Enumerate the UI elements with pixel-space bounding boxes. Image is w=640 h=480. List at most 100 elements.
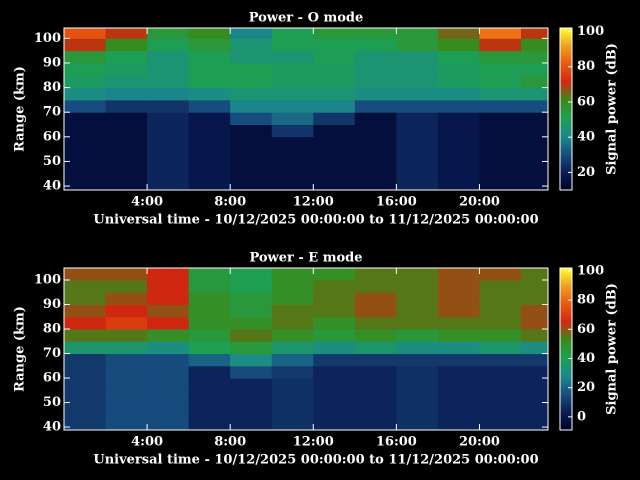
heat-cell bbox=[230, 50, 273, 64]
heat-cell bbox=[64, 353, 107, 367]
heat-cell bbox=[396, 87, 439, 101]
heat-cell bbox=[230, 292, 273, 306]
y-tick-label: 80 bbox=[43, 322, 61, 337]
heat-cell bbox=[271, 378, 314, 391]
heat-cell bbox=[147, 38, 190, 52]
heat-cell bbox=[520, 28, 548, 39]
colorbar-tick-label: 40 bbox=[577, 130, 595, 145]
heat-cell bbox=[354, 112, 397, 126]
heat-cell bbox=[64, 414, 107, 428]
heat-cell bbox=[396, 112, 439, 126]
plot-frame bbox=[63, 267, 549, 431]
heat-cell bbox=[188, 186, 231, 190]
plot-frame bbox=[63, 27, 549, 191]
heat-cell bbox=[396, 353, 439, 367]
heat-cell bbox=[520, 353, 548, 367]
colorbar-tick-label: 40 bbox=[577, 351, 595, 366]
heat-cell bbox=[105, 161, 148, 175]
heat-cell bbox=[64, 402, 107, 416]
heat-cell bbox=[437, 402, 480, 416]
heat-cell bbox=[105, 62, 148, 76]
heat-cell bbox=[437, 38, 480, 52]
colorbar-tick-label: 80 bbox=[577, 293, 595, 308]
heat-cell bbox=[479, 378, 522, 391]
heat-cell bbox=[105, 329, 148, 342]
heat-cell bbox=[188, 402, 231, 416]
heat-cell bbox=[479, 99, 522, 113]
heat-cell bbox=[437, 365, 480, 379]
heat-cell bbox=[147, 427, 190, 430]
colorbar-tick-label: 20 bbox=[577, 165, 595, 180]
heat-cell bbox=[313, 75, 356, 89]
heat-cell bbox=[354, 280, 397, 293]
heat-cell bbox=[147, 87, 190, 101]
heat-cell bbox=[271, 402, 314, 416]
heat-cell bbox=[479, 316, 522, 330]
heat-cell bbox=[230, 402, 273, 416]
heat-cell bbox=[354, 173, 397, 187]
heat-cell bbox=[147, 161, 190, 175]
heat-cell bbox=[354, 353, 397, 367]
heat-cell bbox=[313, 50, 356, 64]
heat-cell bbox=[313, 353, 356, 367]
heat-cell bbox=[437, 149, 480, 162]
heat-cell bbox=[105, 50, 148, 64]
heat-cell bbox=[271, 149, 314, 162]
heat-cell bbox=[437, 173, 480, 187]
x-tick-label: 4:00 bbox=[131, 435, 163, 450]
heat-cell bbox=[437, 87, 480, 101]
heat-cell bbox=[147, 62, 190, 76]
heat-cell bbox=[230, 329, 273, 342]
heat-cell bbox=[64, 87, 107, 101]
heat-cell bbox=[188, 427, 231, 430]
heat-cell bbox=[147, 124, 190, 138]
heat-cell bbox=[396, 136, 439, 150]
heat-cell bbox=[230, 365, 273, 379]
heat-cell bbox=[437, 136, 480, 150]
heat-cell bbox=[188, 149, 231, 162]
heat-cell bbox=[520, 390, 548, 404]
heat-cell bbox=[271, 316, 314, 330]
heat-cell bbox=[230, 427, 273, 430]
heat-cell bbox=[105, 112, 148, 126]
heat-cell bbox=[271, 99, 314, 113]
x-axis-label: Universal time - 10/12/2025 00:00:00 to … bbox=[93, 453, 538, 468]
heat-cell bbox=[147, 50, 190, 64]
heat-cell bbox=[105, 268, 148, 281]
heat-cell bbox=[147, 341, 190, 355]
heat-cell bbox=[313, 414, 356, 428]
heat-cell bbox=[354, 414, 397, 428]
heat-cell bbox=[520, 186, 548, 190]
heat-cell bbox=[230, 304, 273, 318]
heat-cell bbox=[520, 402, 548, 416]
heat-cell bbox=[396, 280, 439, 293]
heat-cell bbox=[64, 365, 107, 379]
heat-cell bbox=[313, 292, 356, 306]
heat-cell bbox=[64, 136, 107, 150]
x-tick-label: 8:00 bbox=[214, 195, 246, 210]
heat-cell bbox=[479, 136, 522, 150]
heat-cell bbox=[354, 341, 397, 355]
heat-cell bbox=[437, 75, 480, 89]
heat-cell bbox=[520, 292, 548, 306]
heat-cell bbox=[396, 173, 439, 187]
heat-cell bbox=[188, 390, 231, 404]
heat-cell bbox=[105, 316, 148, 330]
heat-cell bbox=[147, 378, 190, 391]
heat-cell bbox=[64, 161, 107, 175]
heat-cell bbox=[437, 268, 480, 281]
heat-cell bbox=[396, 329, 439, 342]
y-tick-label: 100 bbox=[34, 31, 61, 46]
chart-title: Power - E mode bbox=[249, 251, 362, 266]
heat-cell bbox=[520, 124, 548, 138]
heat-cell bbox=[271, 414, 314, 428]
colorbar-tick-label: 0 bbox=[577, 409, 586, 424]
heat-cell bbox=[188, 38, 231, 52]
heat-cell bbox=[520, 329, 548, 342]
heat-cell bbox=[354, 402, 397, 416]
heat-cell bbox=[147, 390, 190, 404]
heat-cell bbox=[520, 149, 548, 162]
heat-cell bbox=[105, 124, 148, 138]
heat-cell bbox=[437, 329, 480, 342]
heat-cell bbox=[479, 390, 522, 404]
